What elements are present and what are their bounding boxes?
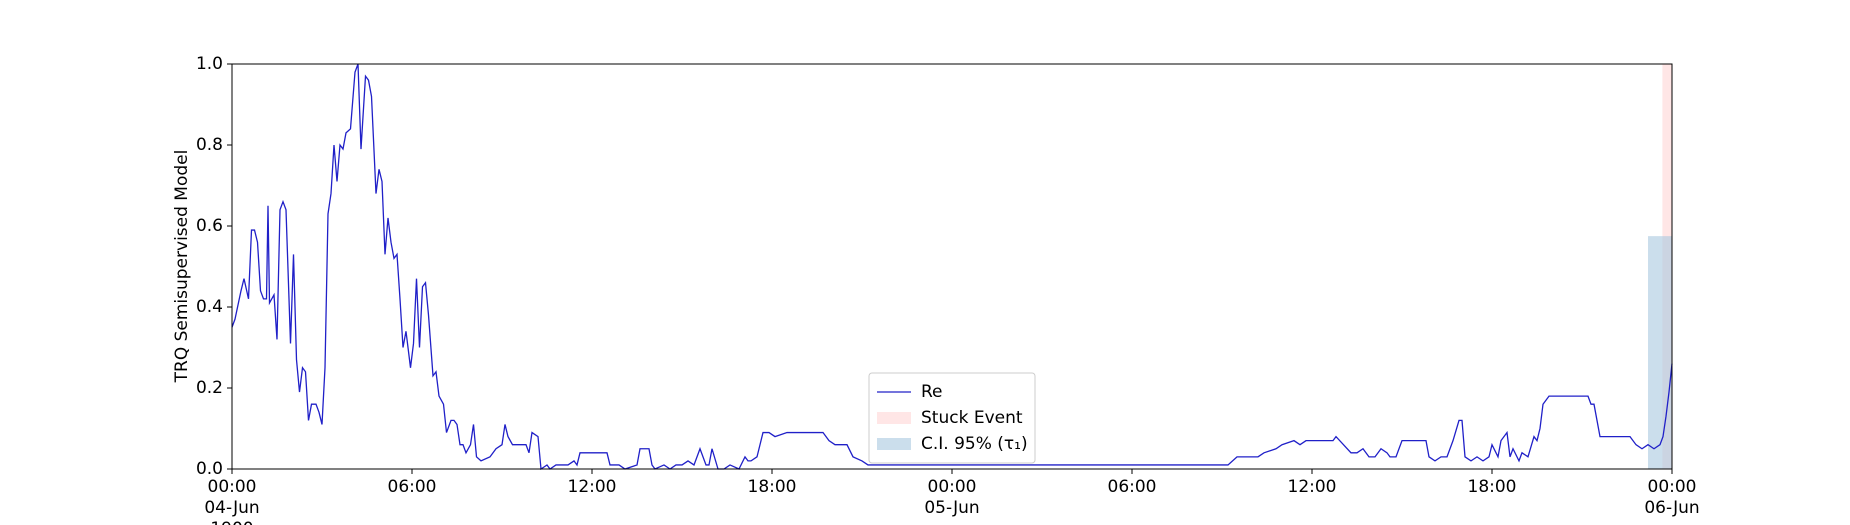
x-tick-label: 06:00 <box>388 477 437 497</box>
x-tick-label: 06:00 <box>1108 477 1157 497</box>
y-tick-label: 0.4 <box>196 297 223 317</box>
x-tick-label: 00:00 05-Jun <box>924 477 979 518</box>
x-tick-label: 12:00 <box>568 477 617 497</box>
y-tick-label: 1.0 <box>196 54 223 74</box>
y-tick-label: 0.6 <box>196 216 223 236</box>
y-tick-label: 0.0 <box>196 459 223 479</box>
legend-swatch <box>877 438 911 450</box>
y-tick-label: 0.8 <box>196 135 223 155</box>
legend-label: Stuck Event <box>921 408 1023 428</box>
x-tick-label: 18:00 <box>1468 477 1517 497</box>
legend-swatch <box>877 412 911 424</box>
x-tick-label: 18:00 <box>748 477 797 497</box>
data-line <box>231 63 1673 471</box>
shaded-span <box>1648 236 1672 469</box>
x-tick-label: 12:00 <box>1288 477 1337 497</box>
legend-label: Re <box>921 382 943 402</box>
y-tick-label: 0.2 <box>196 378 223 398</box>
x-tick-label: 00:00 06-Jun <box>1644 477 1699 518</box>
y-axis-label: TRQ Semisupervised Model <box>172 150 192 384</box>
legend-label: C.I. 95% (τ₁) <box>921 434 1028 454</box>
